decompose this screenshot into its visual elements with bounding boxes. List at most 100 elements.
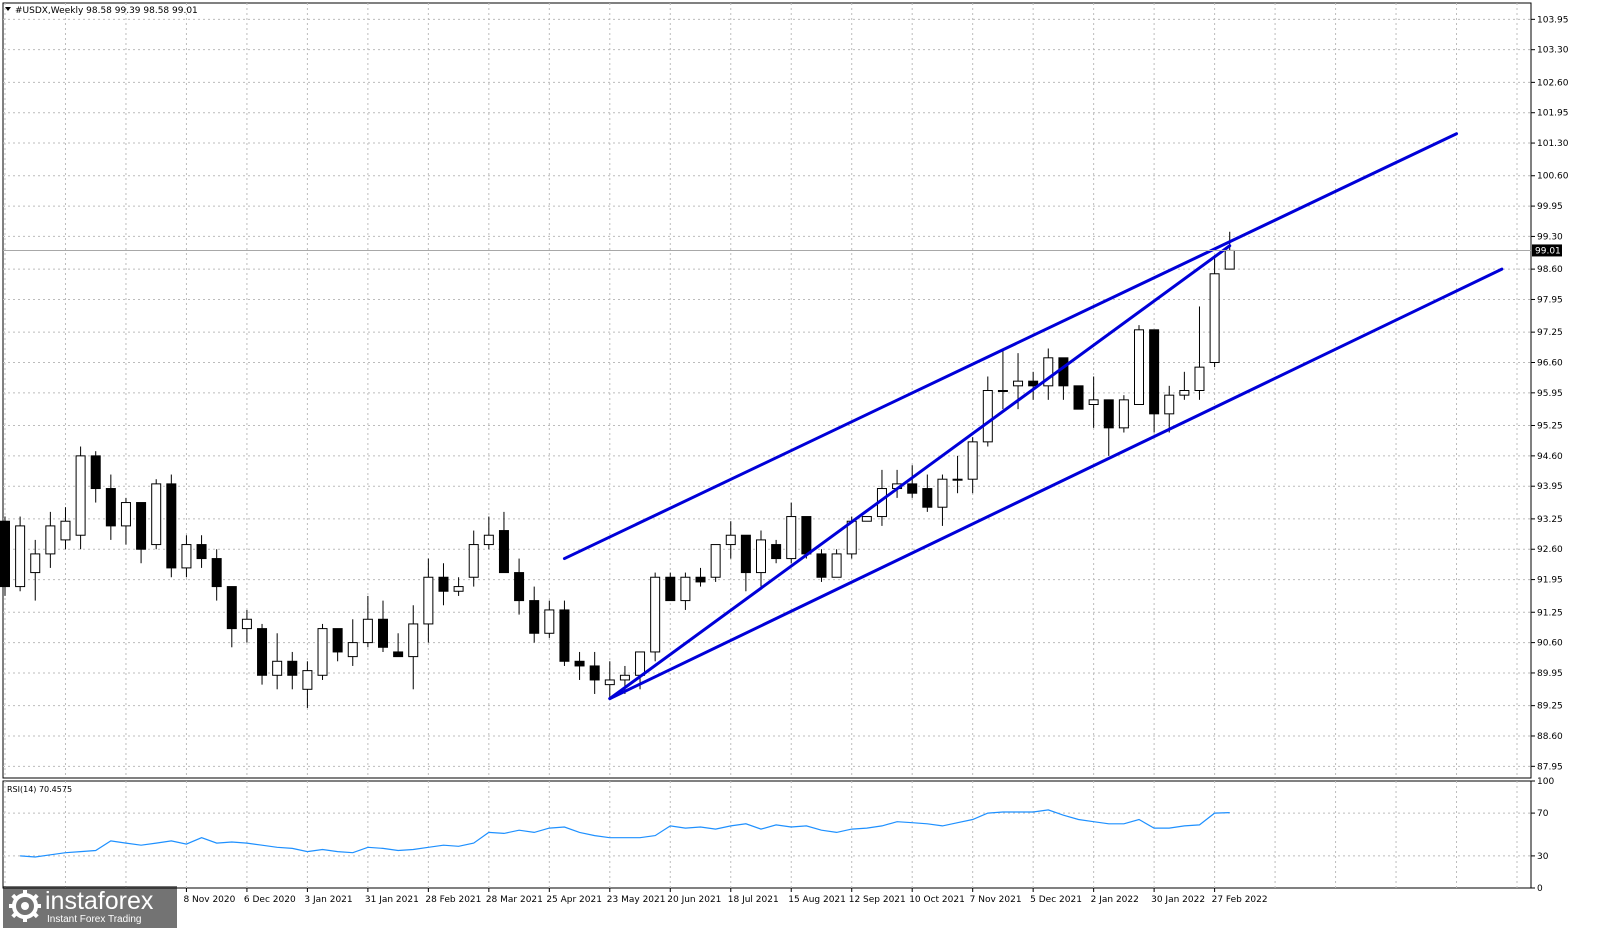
watermark-tagline: Instant Forex Trading — [47, 914, 142, 925]
candle — [0, 516, 10, 596]
chart-header-arrow-icon — [5, 7, 11, 11]
time-tick-label: 6 Dec 2020 — [244, 895, 296, 905]
candle-body-bear — [498, 530, 509, 574]
candle-body-bear — [1058, 357, 1069, 387]
candle — [1194, 306, 1205, 400]
candle — [982, 376, 993, 447]
price-tick-label: 97.25 — [1537, 328, 1563, 338]
candle — [1043, 348, 1054, 400]
candle — [514, 558, 525, 615]
price-tick-label: 103.30 — [1537, 46, 1569, 56]
candle — [166, 474, 177, 578]
candle-body-bull — [997, 390, 1008, 392]
candle — [740, 534, 751, 592]
candle-body-bear — [922, 488, 933, 508]
candle-body-bull — [15, 525, 26, 588]
candle — [574, 651, 585, 680]
candle-body-bear — [105, 488, 116, 527]
time-tick-label: 28 Feb 2021 — [425, 895, 481, 905]
candle-body-bull — [544, 609, 555, 634]
candle — [362, 595, 373, 648]
rsi-indicator — [20, 809, 1230, 858]
price-tick-label: 93.25 — [1537, 515, 1563, 525]
candle-body-bear — [0, 520, 10, 588]
candle-body-bear — [287, 660, 298, 676]
time-tick-label: 28 Mar 2021 — [486, 895, 543, 905]
time-tick-label: 2 Jan 2022 — [1091, 895, 1139, 905]
candle — [967, 437, 978, 494]
candle-body-bear — [211, 558, 222, 588]
candle-body-bear — [740, 534, 751, 574]
candle — [196, 535, 207, 568]
candle-body-bull — [831, 553, 842, 578]
price-tick-label: 91.25 — [1537, 608, 1563, 618]
candle — [60, 507, 71, 550]
candle-body-bull — [861, 516, 872, 522]
candle — [710, 544, 721, 582]
candle-body-bear — [559, 609, 570, 662]
candle — [438, 563, 449, 606]
rsi-tick-label: 100 — [1537, 777, 1554, 787]
price-tick-label: 94.60 — [1537, 452, 1563, 462]
candle-body-bull — [347, 642, 358, 658]
candle — [483, 516, 494, 550]
candle — [302, 661, 313, 708]
rsi-tick-label: 30 — [1537, 852, 1549, 862]
time-tick-label: 23 May 2021 — [607, 895, 666, 905]
candle-body-bear — [332, 628, 343, 653]
candle-body-bull — [181, 544, 192, 569]
candle-body-bull — [635, 651, 646, 676]
time-tick-label: 5 Dec 2021 — [1030, 895, 1082, 905]
price-axis: 103.95 103.30 102.60 101.95 101.30 100.60 99.9… — [1531, 15, 1569, 772]
candle-body-bear — [695, 576, 706, 583]
time-tick-label: 7 Nov 2021 — [970, 895, 1022, 905]
candle — [15, 516, 26, 592]
candle — [1179, 371, 1190, 400]
candle — [30, 539, 41, 601]
time-tick-label: 8 Nov 2020 — [183, 895, 235, 905]
price-tick-label: 99.95 — [1537, 202, 1563, 212]
candle — [45, 511, 56, 568]
candle-body-bull — [1118, 399, 1129, 429]
candle — [287, 651, 298, 690]
candle-body-bear — [257, 628, 268, 676]
candle — [1134, 325, 1144, 406]
time-tick-label: 30 Jan 2022 — [1151, 895, 1205, 905]
price-tick-label: 95.95 — [1537, 389, 1563, 399]
candle — [393, 633, 404, 658]
price-tick-label: 93.95 — [1537, 482, 1563, 492]
candle — [786, 502, 797, 564]
current-price-marker: 99.01 — [3, 244, 1562, 257]
candle-body-bull — [650, 576, 661, 653]
time-axis: 8 Nov 2020 6 Dec 2020 3 Jan 2021 31 Jan 202… — [183, 888, 1268, 905]
candle-body-bull — [408, 623, 419, 658]
candle-body-bull — [619, 674, 630, 681]
candle-body-bear — [196, 544, 207, 560]
candle — [105, 474, 116, 540]
candle-body-bull — [725, 534, 736, 546]
candle-body-bull — [423, 576, 434, 625]
candle-body-bull — [846, 520, 857, 555]
time-tick-label: 18 Jul 2021 — [728, 895, 779, 905]
price-channel — [562, 132, 1504, 701]
candle — [695, 567, 706, 587]
candle-body-bull — [453, 586, 464, 592]
candle — [151, 479, 162, 550]
candle — [136, 502, 147, 564]
chart-header: #USDX,Weekly 98.58 99.39 98.58 99.01 — [15, 6, 198, 16]
candle — [378, 600, 388, 652]
time-tick-label: 12 Sep 2021 — [849, 895, 906, 905]
rsi-tick-label: 70 — [1537, 809, 1549, 819]
candle-body-bull — [710, 544, 721, 578]
candle-body-bull — [30, 553, 41, 574]
candle-body-bull — [1164, 394, 1175, 415]
price-tick-label: 91.95 — [1537, 576, 1563, 586]
price-tick-label: 95.25 — [1537, 422, 1563, 432]
watermark-name: instaforex — [45, 887, 154, 915]
candle — [257, 623, 268, 685]
candle — [952, 455, 963, 494]
candle — [680, 572, 691, 610]
candle-body-bear — [136, 502, 147, 550]
candle-body-bear — [438, 576, 449, 592]
gear-logo-icon — [9, 890, 41, 922]
